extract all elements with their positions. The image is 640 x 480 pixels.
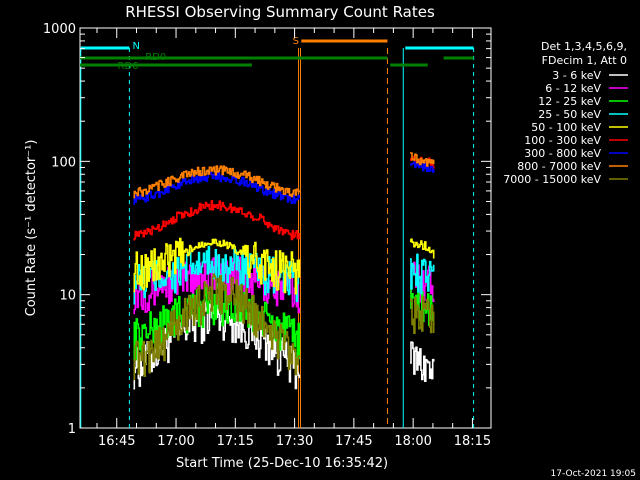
series-7-line-2 xyxy=(410,161,435,173)
legend-entry-label: 7000 - 15000 keV xyxy=(503,173,601,186)
series-8-line-2 xyxy=(410,152,435,167)
timestamp: 17-Oct-2021 19:05 xyxy=(551,469,636,479)
series-9-line-2 xyxy=(410,296,435,334)
legend-entry-label: 800 - 7000 keV xyxy=(517,160,601,173)
y-tick-label: 10 xyxy=(59,289,76,304)
series-4-line-2 xyxy=(410,253,435,295)
series-6-line xyxy=(133,200,301,241)
legend-entry-label: 50 - 100 keV xyxy=(531,121,601,134)
x-tick-label: 17:00 xyxy=(157,434,194,449)
legend-entry-label: 3 - 6 keV xyxy=(552,69,601,82)
x-tick-label: 18:15 xyxy=(454,434,491,449)
legend-header: Det 1,3,4,5,6,9, xyxy=(541,40,627,53)
series-1-line-2 xyxy=(410,341,435,382)
series-5-line-2 xyxy=(410,238,435,259)
legend-header: FDecim 1, Att 0 xyxy=(542,54,627,67)
y-tick-label: 100 xyxy=(51,155,76,170)
legend-entry-label: 100 - 300 keV xyxy=(524,134,601,147)
series-9-line xyxy=(133,273,301,381)
y-tick-label: 1000 xyxy=(43,22,76,37)
chart-title: RHESSI Observing Summary Count Rates xyxy=(125,3,435,21)
x-tick-label: 17:30 xyxy=(276,434,313,449)
rd0-label: RD0 xyxy=(145,52,166,63)
plot-frame xyxy=(79,27,492,429)
y-axis-label: Count Rate (s⁻¹ detector⁻¹) xyxy=(24,140,39,317)
series-5-line xyxy=(133,237,301,295)
legend-entry-label: 12 - 25 keV xyxy=(538,95,601,108)
x-tick-label: 17:15 xyxy=(217,434,254,449)
x-axis-label: Start Time (25-Dec-10 16:35:42) xyxy=(176,456,388,471)
saa-label: S xyxy=(293,36,299,47)
series-8-line xyxy=(133,165,301,199)
y-tick-label: 1 xyxy=(68,422,76,437)
legend-entry-label: 25 - 50 keV xyxy=(538,108,601,121)
x-tick-label: 18:00 xyxy=(394,434,431,449)
x-tick-label: 16:45 xyxy=(98,434,135,449)
legend-entry-label: 300 - 800 keV xyxy=(524,147,601,160)
night-label: N xyxy=(133,41,140,52)
rd6-label: RD6 xyxy=(118,61,139,72)
x-tick-label: 17:45 xyxy=(335,434,372,449)
legend-entry-label: 6 - 12 keV xyxy=(545,82,601,95)
